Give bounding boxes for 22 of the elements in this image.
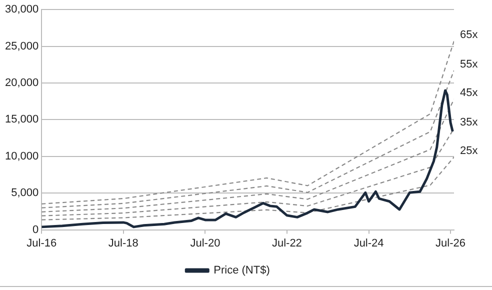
y-tick-label: 30,000 xyxy=(4,4,39,16)
y-tick-label: 25,000 xyxy=(4,40,39,52)
y-tick-label: 20,000 xyxy=(4,77,39,90)
line-series xyxy=(42,40,454,204)
y-tick-label: 15,000 xyxy=(4,114,39,126)
x-tick-label: Jul-20 xyxy=(190,237,220,250)
legend-label: Price (NT$) xyxy=(214,264,270,277)
x-tick-label: Jul-16 xyxy=(26,237,57,250)
y-tick-label: 0 xyxy=(32,224,39,236)
line-series xyxy=(42,156,454,220)
y-tick-label: 5,000 xyxy=(11,187,39,200)
series-label: 35x xyxy=(460,116,478,129)
x-tick-label: Jul-18 xyxy=(108,237,138,250)
series-label: 45x xyxy=(460,87,478,100)
x-tick-label: Jul-26 xyxy=(436,237,466,250)
series-label: 25x xyxy=(460,145,478,158)
series-label: 55x xyxy=(460,58,478,71)
y-tick-label: 10,000 xyxy=(4,150,39,162)
series-label: 65x xyxy=(460,29,478,42)
x-tick-label: Jul-22 xyxy=(272,237,302,250)
line-series xyxy=(42,70,454,208)
x-tick-label: Jul-24 xyxy=(354,237,384,250)
